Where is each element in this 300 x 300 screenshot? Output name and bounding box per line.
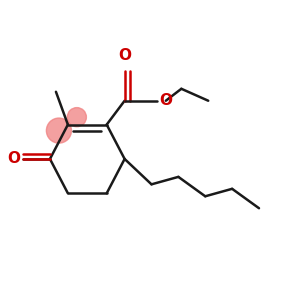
Circle shape [67, 108, 86, 127]
Text: O: O [7, 152, 20, 166]
Circle shape [46, 118, 71, 143]
Text: O: O [159, 93, 172, 108]
Text: O: O [118, 48, 131, 63]
